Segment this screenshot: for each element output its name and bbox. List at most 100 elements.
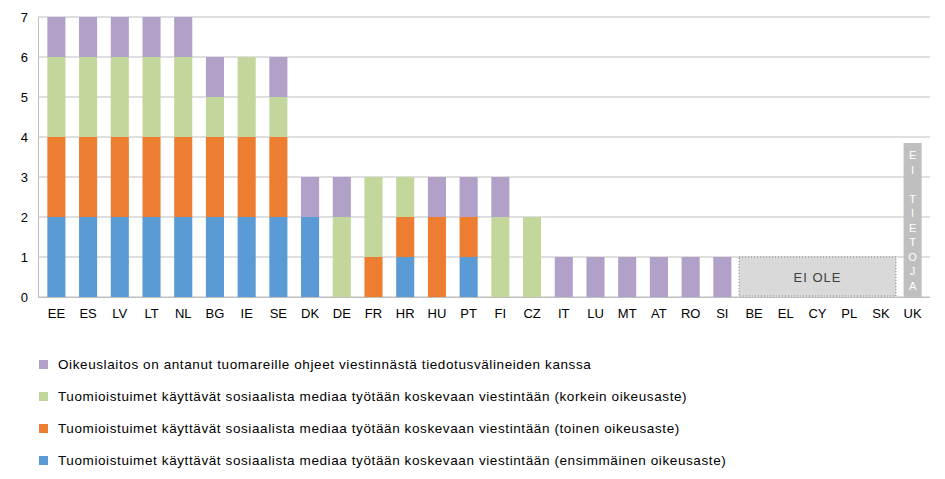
tick: PL [841, 297, 857, 321]
legend-item: Tuomioistuimet käyttävät sosiaalista med… [39, 421, 680, 436]
bar [745, 297, 763, 298]
tick: DE [333, 297, 351, 321]
series [47, 17, 731, 297]
bar [142, 17, 160, 57]
bar [111, 137, 129, 217]
tick-label: PT [460, 306, 477, 321]
legend-label: Tuomioistuimet käyttävät sosiaalista med… [58, 421, 680, 436]
tick-label: 1 [21, 250, 28, 265]
tick-label: NL [175, 306, 192, 321]
bar [808, 297, 826, 298]
bar [111, 17, 129, 57]
bar [174, 137, 192, 217]
legend-swatch [39, 360, 48, 369]
tick: 6 [21, 50, 38, 65]
bar [206, 57, 224, 97]
tick: IE [241, 297, 254, 321]
y-axis: 01234567 [21, 10, 39, 305]
bar [47, 17, 65, 57]
bar [269, 97, 287, 137]
tick-label: 2 [21, 210, 28, 225]
grid [38, 17, 930, 297]
tick-label: 3 [21, 170, 28, 185]
tick-label: BG [206, 306, 225, 321]
bar [111, 57, 129, 137]
bar [618, 257, 636, 297]
tick-label: AT [651, 306, 667, 321]
bar [364, 257, 382, 297]
bar [840, 297, 858, 298]
bar [206, 137, 224, 217]
tick-label: SK [872, 306, 890, 321]
bars [47, 17, 731, 297]
legend-swatch [39, 424, 48, 433]
bar [364, 177, 382, 178]
bar [491, 177, 509, 217]
tick: CZ [523, 297, 540, 321]
bar [47, 57, 65, 137]
bar [111, 217, 129, 297]
tick-label: 4 [21, 130, 28, 145]
tick: 7 [21, 10, 38, 25]
series [47, 57, 541, 297]
tick-label: HU [428, 306, 447, 321]
annotation-box [904, 143, 922, 297]
bar [872, 297, 890, 298]
bar [872, 297, 890, 298]
axis-line [38, 18, 39, 298]
bar [333, 177, 351, 217]
bar [808, 297, 826, 298]
legend-label: Tuomioistuimet käyttävät sosiaalista med… [58, 453, 726, 468]
tick: 3 [21, 170, 38, 185]
bar [142, 57, 160, 137]
bar [682, 257, 700, 297]
legend-swatch [39, 392, 48, 401]
tick-label: 6 [21, 50, 28, 65]
tick-label: SE [270, 306, 288, 321]
bar [745, 297, 763, 298]
tick: CY [808, 297, 826, 321]
tick: FR [365, 297, 382, 321]
tick-label: SI [716, 306, 728, 321]
bar [238, 217, 256, 297]
tick-label: EE [48, 306, 66, 321]
tick: 4 [21, 130, 38, 145]
annotations: EI OLEEI TIETOJA [739, 143, 922, 297]
bar [47, 217, 65, 297]
tick-label: DK [301, 306, 319, 321]
series [47, 217, 477, 297]
bar [777, 297, 795, 298]
bar [460, 217, 478, 257]
bar [460, 257, 478, 297]
bar [745, 297, 763, 298]
bar [301, 217, 319, 297]
bar [269, 137, 287, 217]
bar [745, 297, 763, 298]
tick: MT [618, 297, 637, 321]
bar [206, 217, 224, 297]
tick: LV [112, 297, 127, 321]
tick: SI [716, 297, 728, 321]
bar [364, 177, 382, 257]
tick-label: CY [808, 306, 826, 321]
grid-line [38, 297, 930, 298]
annotation-text: EI TIETOJA [908, 149, 917, 292]
tick-label: RO [681, 306, 701, 321]
tick: LU [587, 297, 604, 321]
legend: Oikeuslaitos on antanut tuomareille ohje… [39, 357, 726, 468]
bar [142, 217, 160, 297]
bar [174, 217, 192, 297]
bar [428, 177, 446, 217]
tick: DK [301, 297, 319, 321]
tick-label: EL [778, 306, 794, 321]
tick-label: IE [241, 306, 254, 321]
bar [872, 297, 890, 298]
bar [79, 57, 97, 137]
tick-label: CZ [523, 306, 540, 321]
tick: IT [558, 297, 570, 321]
bar [206, 97, 224, 137]
bar [79, 217, 97, 297]
bar [174, 17, 192, 57]
bar [840, 297, 858, 298]
annotation-box [739, 257, 896, 296]
